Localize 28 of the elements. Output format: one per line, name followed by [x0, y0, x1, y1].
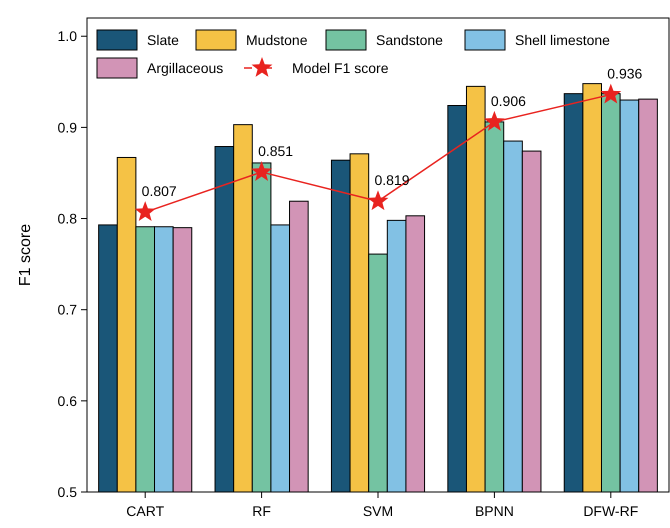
point: [484, 110, 505, 131]
y-tick-label: 0.9: [58, 119, 78, 136]
x-tick-label: DFW-RF: [583, 503, 638, 519]
data-label: 0.936: [607, 66, 643, 82]
point: [251, 161, 272, 181]
data-label: 0.807: [142, 183, 177, 200]
point: [134, 201, 156, 222]
data-label: 0.851: [258, 143, 294, 160]
legend-label: Sandstone: [376, 32, 444, 48]
y-tick-label: 1.0: [58, 28, 78, 44]
legend-label: Mudstone: [246, 32, 308, 48]
point: [368, 190, 388, 210]
point: [600, 84, 622, 104]
y-tick-label: 0.8: [58, 210, 78, 227]
y-axis-title: F1 score: [17, 224, 34, 286]
y-tick-label: 0.6: [58, 392, 78, 409]
y-tick-label: 0.5: [58, 484, 78, 500]
x-tick-label: RF: [252, 503, 271, 519]
legend-label: Shell limestone: [515, 32, 610, 48]
legend-label: Argillaceous: [147, 60, 224, 76]
x-tick-label: BPNN: [474, 503, 514, 519]
data-label: 0.819: [374, 172, 410, 188]
y-tick-label: 0.7: [58, 302, 78, 318]
legend-label: Model F1 score: [292, 60, 389, 76]
x-tick-label: CART: [126, 503, 165, 519]
legend-label: Slate: [147, 32, 180, 48]
x-tick-label: SVM: [362, 503, 394, 519]
data-label: 0.906: [490, 92, 526, 109]
